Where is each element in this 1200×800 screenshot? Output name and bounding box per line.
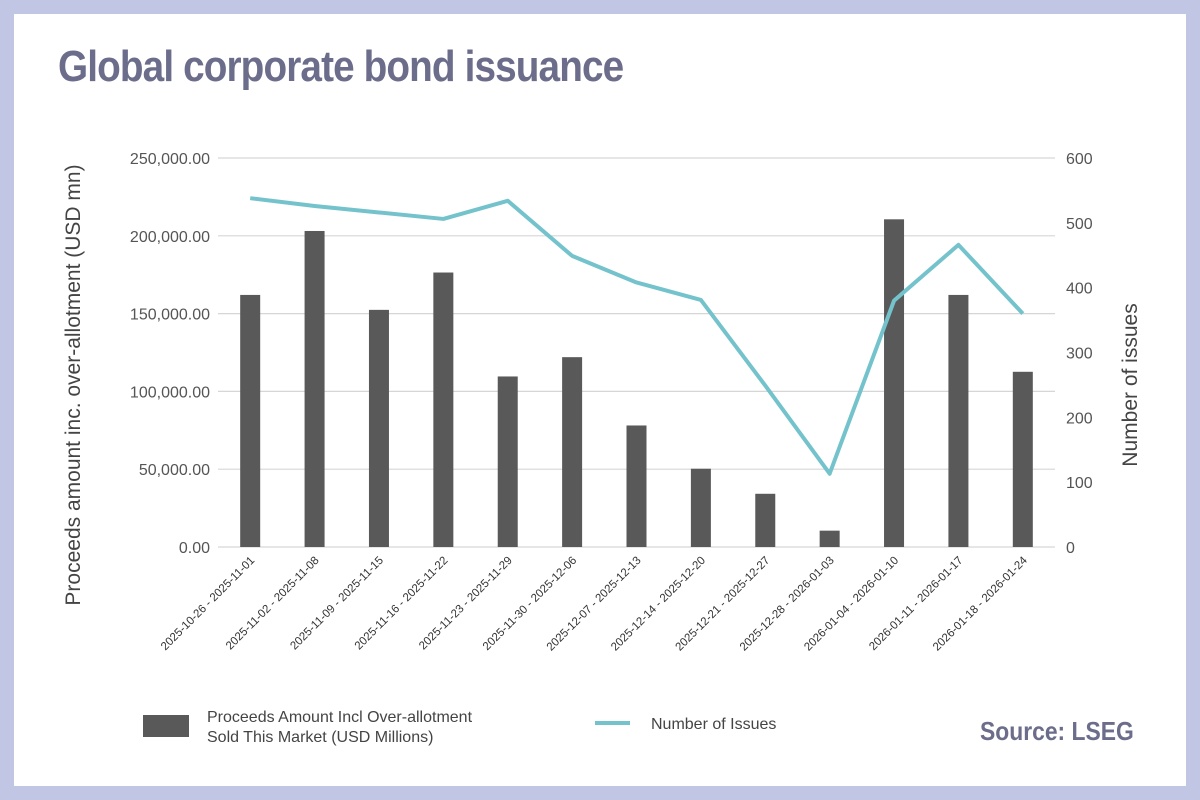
y-tick-label: 50,000.00 — [139, 462, 210, 479]
y2-tick-label: 500 — [1066, 216, 1093, 233]
bar — [433, 272, 454, 547]
bar — [884, 219, 905, 547]
legend-label-proceeds: Proceeds Amount Incl Over-allotment Sold … — [207, 709, 473, 746]
y-tick-label: 200,000.00 — [130, 229, 210, 246]
y2-tick-label: 100 — [1066, 475, 1093, 492]
legend-label-issues: Number of Issues — [651, 716, 776, 733]
bar — [240, 294, 261, 547]
bar — [690, 468, 711, 547]
legend-swatch-proceeds — [143, 715, 189, 737]
y2-tick-label: 0 — [1066, 540, 1075, 557]
y2-tick-label: 200 — [1066, 410, 1093, 427]
bar — [562, 357, 583, 547]
y-tick-label: 0.00 — [179, 540, 210, 557]
bar — [819, 530, 840, 547]
y2-tick-label: 600 — [1066, 151, 1093, 168]
chart-card — [14, 14, 1186, 786]
chart-title: Global corporate bond issuance — [58, 42, 624, 91]
y-tick-label: 250,000.00 — [130, 151, 210, 168]
bar — [948, 294, 969, 547]
y-axis-title: Proceeds amount inc. over-allotment (USD… — [62, 164, 85, 605]
bar — [497, 376, 518, 547]
y2-tick-label: 400 — [1066, 281, 1093, 298]
y-tick-label: 150,000.00 — [130, 307, 210, 324]
bar — [1012, 371, 1033, 547]
y-tick-label: 100,000.00 — [130, 384, 210, 401]
bar — [304, 230, 325, 548]
y2-tick-label: 300 — [1066, 346, 1093, 363]
source-label: Source: LSEG — [980, 716, 1134, 746]
bar — [626, 425, 647, 547]
bar — [755, 493, 776, 547]
y2-axis-title: Number of issues — [1119, 303, 1142, 466]
bar — [368, 309, 389, 547]
